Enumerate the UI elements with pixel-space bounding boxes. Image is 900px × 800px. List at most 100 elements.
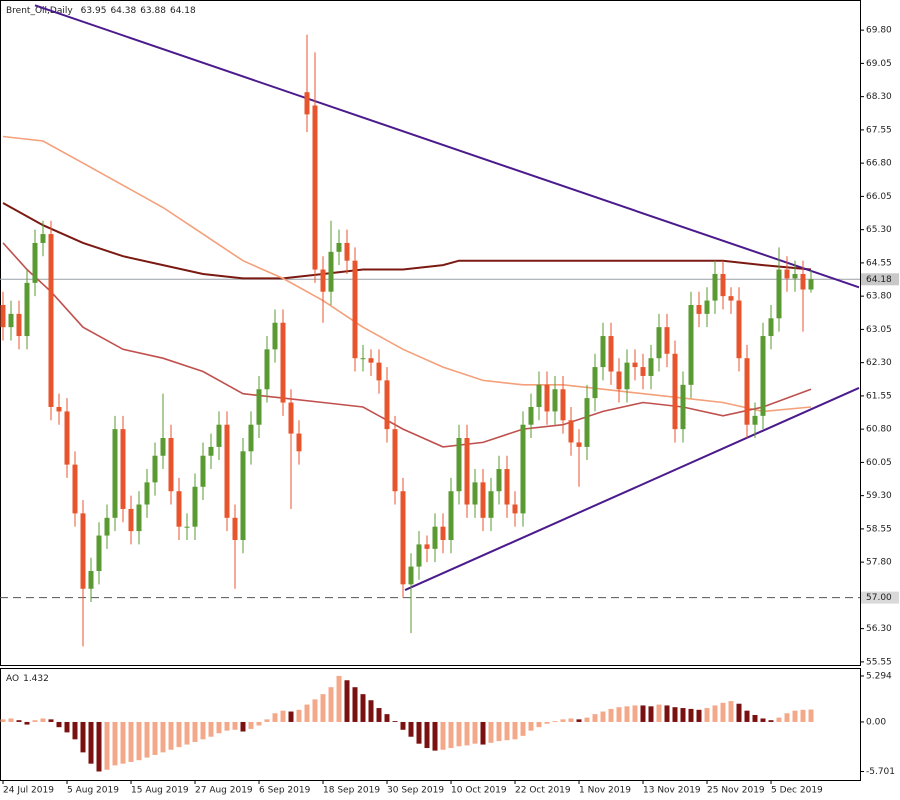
ao-bar — [656, 704, 662, 722]
ao-title: AO — [6, 674, 19, 684]
candle-body — [200, 455, 206, 487]
y-tick-label: 63.80 — [866, 292, 892, 302]
ao-bar — [632, 705, 638, 722]
candle-body — [160, 438, 166, 456]
ao-frame — [0, 668, 861, 781]
main-frame — [0, 0, 861, 666]
ao-bar — [384, 714, 390, 722]
ao-bar — [264, 719, 270, 722]
ao-bar — [152, 721, 158, 755]
ao-bar — [712, 705, 718, 722]
ohlc-high: 64.38 — [110, 6, 136, 16]
level-label: 57.00 — [866, 593, 892, 603]
candle-body — [456, 438, 462, 492]
ao-bar — [208, 721, 214, 737]
ao-bar — [640, 705, 646, 722]
x-tick-label: 6 Sep 2019 — [259, 786, 311, 796]
indicator-line — [404, 386, 860, 592]
ao-bar — [648, 706, 654, 722]
candle-body — [192, 486, 198, 527]
candle-body — [224, 424, 230, 518]
ao-bar — [536, 721, 542, 728]
candle-body — [672, 353, 678, 430]
y-tick-label: 60.05 — [866, 458, 892, 468]
candle-body — [136, 504, 142, 532]
ohlc-open: 63.95 — [81, 6, 107, 16]
candle-body — [336, 242, 342, 252]
candle-body — [328, 251, 334, 292]
candle-body — [176, 491, 182, 527]
candle-body — [792, 273, 798, 279]
candle-body — [464, 438, 470, 505]
ao-bar — [688, 708, 694, 722]
candle-body — [696, 305, 702, 314]
candle-body — [424, 544, 430, 549]
candle-body — [80, 513, 86, 589]
candle-body — [64, 411, 70, 465]
x-tick-label: 1 Nov 2019 — [579, 786, 631, 796]
ao-bar — [352, 687, 358, 722]
candle-body — [88, 571, 94, 589]
candle-body — [688, 305, 694, 385]
candle-body — [664, 327, 670, 354]
ao-bar — [312, 699, 318, 722]
ao-bar — [216, 721, 222, 734]
ao-bar — [16, 720, 22, 722]
ao-bar — [800, 709, 806, 722]
y-tick-label: 68.30 — [866, 92, 892, 102]
candle-body — [264, 349, 270, 390]
ao-bar — [736, 703, 742, 722]
candle-body — [400, 491, 406, 585]
ao-bar — [272, 713, 278, 722]
candle-body — [24, 282, 30, 337]
candle-body — [504, 469, 510, 505]
indicator-line — [2, 202, 812, 280]
ao-bar — [56, 721, 62, 728]
candle-body — [584, 398, 590, 447]
candle-body — [232, 517, 238, 540]
y-tick-label: 62.30 — [866, 358, 892, 368]
candle-body — [600, 336, 606, 368]
ao-bar — [408, 721, 414, 737]
ao-bar — [360, 694, 366, 722]
candle-body — [720, 273, 726, 297]
ao-bar — [192, 721, 198, 742]
ao-bar — [768, 720, 774, 722]
ao-bar — [560, 719, 566, 722]
ao-bar — [696, 709, 702, 722]
candle-body — [384, 380, 390, 430]
ao-bar — [200, 721, 206, 740]
candle-body — [0, 305, 6, 328]
x-tick-label: 15 Aug 2019 — [131, 786, 189, 796]
candle-body — [800, 273, 806, 290]
candle-body — [472, 482, 478, 505]
candle-body — [296, 433, 302, 452]
y-tick-label: 61.55 — [866, 391, 892, 401]
candle-body — [184, 526, 190, 528]
ao-bar — [568, 718, 574, 722]
ao-bar — [592, 714, 598, 722]
candle-body — [152, 455, 158, 483]
candle-body — [608, 336, 614, 372]
candle-body — [272, 322, 278, 350]
price-label: 64.18 — [866, 275, 892, 285]
y-tick-label: 66.05 — [866, 192, 892, 202]
ao-bar — [576, 719, 582, 722]
ao-bar — [32, 720, 38, 722]
candle-body — [16, 313, 22, 337]
candle-body — [568, 420, 574, 443]
ao-bar — [0, 719, 6, 722]
ao-bar — [224, 721, 230, 731]
ao-bar — [72, 721, 78, 740]
candle-body — [480, 482, 486, 518]
candle-body — [760, 336, 766, 416]
symbol: Brent_Oil,Daily — [6, 6, 73, 16]
candle-body — [352, 260, 358, 359]
candle-body — [648, 358, 654, 376]
candle-body — [40, 234, 46, 243]
candle-body — [56, 406, 62, 412]
candle-body — [448, 491, 454, 540]
ao-bar — [424, 721, 430, 749]
candle-body — [512, 504, 518, 514]
